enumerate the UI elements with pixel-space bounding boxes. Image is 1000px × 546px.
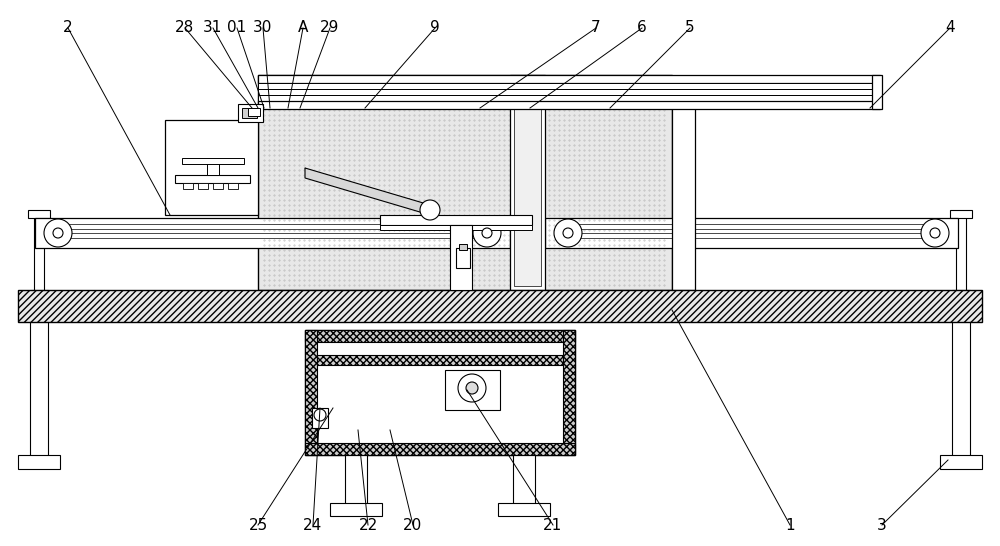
- Bar: [459, 244, 467, 250]
- Bar: [258, 83, 880, 89]
- Bar: [35, 218, 510, 248]
- Bar: [510, 75, 545, 290]
- Text: 28: 28: [175, 21, 195, 35]
- Bar: [305, 443, 575, 455]
- Text: 1: 1: [785, 518, 795, 532]
- Bar: [238, 104, 263, 122]
- Circle shape: [44, 219, 72, 247]
- Bar: [58, 224, 487, 229]
- Bar: [305, 330, 575, 342]
- Bar: [563, 330, 575, 455]
- Text: 2: 2: [63, 21, 73, 35]
- Bar: [182, 158, 244, 164]
- Bar: [34, 215, 44, 290]
- Circle shape: [482, 228, 492, 238]
- Text: 7: 7: [591, 21, 601, 35]
- Text: 21: 21: [543, 518, 563, 532]
- Text: 9: 9: [430, 21, 440, 35]
- Bar: [198, 183, 208, 189]
- Bar: [545, 218, 958, 248]
- Text: 22: 22: [358, 518, 378, 532]
- Bar: [330, 503, 382, 516]
- Text: 4: 4: [945, 21, 955, 35]
- Bar: [228, 183, 238, 189]
- Bar: [58, 233, 487, 238]
- Bar: [498, 503, 550, 516]
- Text: 25: 25: [248, 518, 268, 532]
- Bar: [305, 330, 575, 455]
- Bar: [345, 455, 367, 510]
- Bar: [380, 225, 532, 230]
- Circle shape: [466, 382, 478, 394]
- Bar: [213, 183, 223, 189]
- Polygon shape: [305, 168, 430, 215]
- Bar: [30, 290, 48, 460]
- Bar: [258, 95, 880, 101]
- Circle shape: [930, 228, 940, 238]
- Bar: [258, 101, 880, 109]
- Bar: [183, 183, 193, 189]
- Bar: [305, 330, 317, 455]
- Circle shape: [921, 219, 949, 247]
- Bar: [380, 215, 532, 225]
- Bar: [28, 210, 50, 218]
- Text: 31: 31: [203, 21, 223, 35]
- Bar: [872, 75, 882, 109]
- Bar: [950, 210, 972, 218]
- Bar: [568, 233, 935, 238]
- Bar: [258, 75, 672, 290]
- Bar: [248, 108, 260, 116]
- Bar: [18, 290, 982, 322]
- Bar: [175, 175, 250, 183]
- Text: 01: 01: [227, 21, 247, 35]
- Bar: [940, 455, 982, 469]
- Bar: [317, 355, 563, 365]
- Bar: [568, 224, 935, 229]
- Text: 6: 6: [637, 21, 647, 35]
- Circle shape: [458, 374, 486, 402]
- Text: 20: 20: [403, 518, 423, 532]
- Text: 29: 29: [320, 21, 340, 35]
- Bar: [513, 455, 535, 510]
- Text: 24: 24: [303, 518, 323, 532]
- Bar: [956, 215, 966, 290]
- Bar: [450, 225, 472, 290]
- Bar: [242, 108, 257, 118]
- Bar: [258, 89, 880, 95]
- Circle shape: [314, 409, 326, 421]
- Circle shape: [563, 228, 573, 238]
- Circle shape: [420, 200, 440, 220]
- Bar: [258, 75, 880, 83]
- Bar: [456, 248, 470, 268]
- Circle shape: [554, 219, 582, 247]
- Bar: [165, 120, 258, 215]
- Bar: [952, 290, 970, 460]
- Bar: [312, 408, 328, 428]
- Bar: [207, 163, 219, 175]
- Text: A: A: [298, 21, 308, 35]
- Bar: [672, 108, 695, 290]
- Circle shape: [53, 228, 63, 238]
- Bar: [18, 455, 60, 469]
- Bar: [514, 79, 541, 286]
- Circle shape: [473, 219, 501, 247]
- Text: 3: 3: [877, 518, 887, 532]
- Bar: [445, 370, 500, 410]
- Text: 5: 5: [685, 21, 695, 35]
- Text: 30: 30: [253, 21, 273, 35]
